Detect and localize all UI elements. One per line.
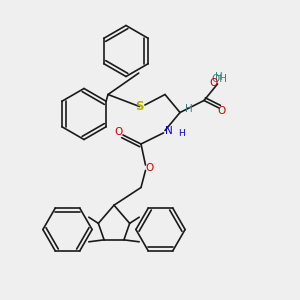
Text: O: O: [209, 77, 217, 88]
Text: H: H: [178, 129, 185, 138]
Text: O: O: [114, 127, 123, 137]
Text: H: H: [184, 104, 192, 115]
Text: N: N: [165, 125, 172, 136]
Text: O: O: [218, 106, 226, 116]
Text: H: H: [215, 71, 223, 82]
Text: OH: OH: [211, 74, 227, 85]
Text: O: O: [145, 163, 153, 173]
Text: S: S: [135, 100, 144, 113]
